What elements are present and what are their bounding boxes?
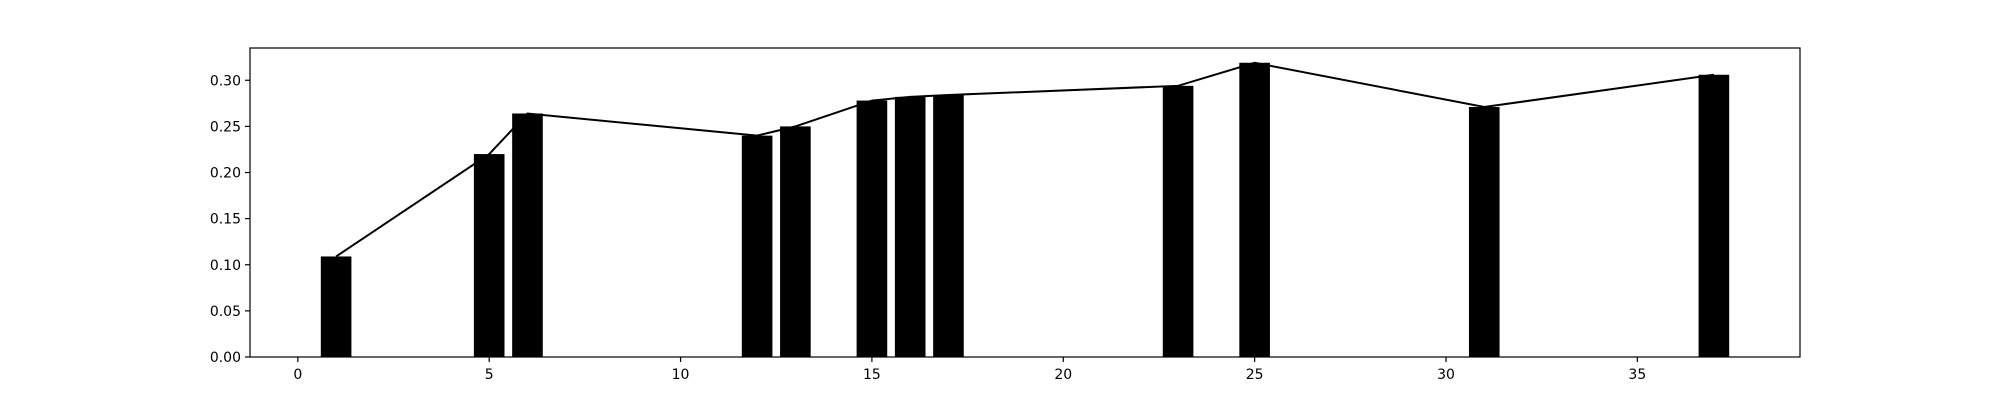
- y-tick-label: 0.10: [210, 258, 241, 274]
- bar-6: [512, 113, 543, 357]
- bar-1: [320, 256, 352, 357]
- axes-group: [249, 47, 1801, 358]
- x-tick-label: 15: [863, 367, 881, 383]
- ticks-group: 0 5 10 15 20 25 30 35 0.00 0.05 0.10 0.15 0.20 0.25 0.…: [210, 73, 1646, 383]
- x-tick-label: 0: [293, 367, 302, 383]
- bar-37: [1698, 74, 1730, 357]
- y-tick-label: 0.05: [210, 304, 241, 320]
- series-line: [335, 61, 1715, 258]
- x-tick-label: 5: [485, 367, 494, 383]
- bar-25: [1239, 62, 1270, 357]
- bar-13: [780, 126, 811, 357]
- bar-17: [933, 95, 964, 357]
- bars-group: [320, 62, 1730, 358]
- y-tick-label: 0.25: [210, 119, 241, 135]
- bar-16: [894, 96, 926, 357]
- x-tick-label: 20: [1054, 367, 1072, 383]
- plot-frame: [249, 47, 1801, 358]
- line-group: [335, 61, 1715, 258]
- bar-23: [1162, 85, 1194, 358]
- bar-5: [473, 154, 505, 357]
- x-tick-label: 25: [1246, 367, 1264, 383]
- x-tick-label: 35: [1628, 367, 1646, 383]
- bar-31: [1468, 107, 1500, 357]
- bar-15: [856, 100, 888, 358]
- x-tick-label: 10: [672, 367, 690, 383]
- x-tick-label: 30: [1437, 367, 1455, 383]
- y-tick-label: 0.00: [210, 350, 241, 366]
- bar-12: [741, 135, 773, 357]
- y-tick-label: 0.15: [210, 212, 241, 228]
- y-tick-label: 0.30: [210, 73, 241, 89]
- y-tick-label: 0.20: [210, 166, 241, 182]
